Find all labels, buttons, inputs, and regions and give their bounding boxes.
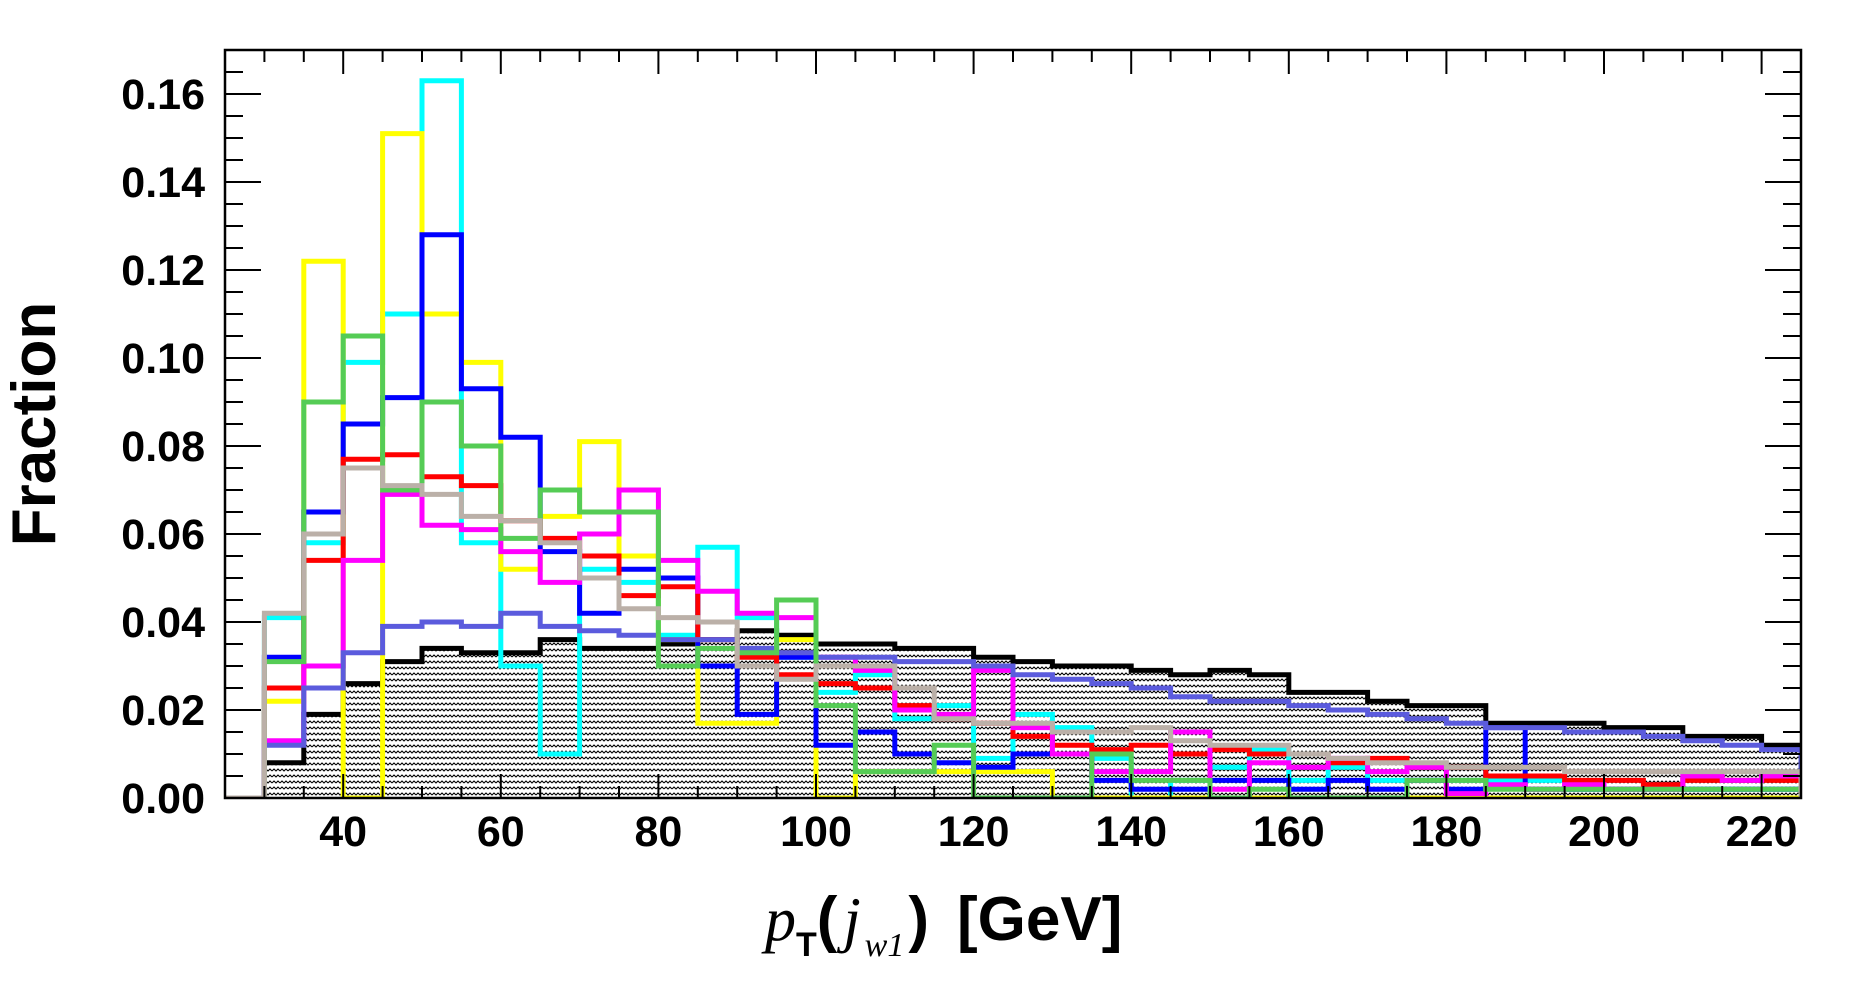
x-axis-label: pT(j w1) [GeV] <box>761 885 1122 964</box>
y-tick-label: 0.04 <box>121 599 205 647</box>
y-tick-label: 0.16 <box>121 71 205 119</box>
series-tan-line <box>225 465 1801 798</box>
x-tick-label: 140 <box>1095 808 1167 856</box>
series-green-line <box>225 333 1801 798</box>
y-tick-label: 0.10 <box>121 335 205 383</box>
x-tick-label: 60 <box>477 808 525 856</box>
x-label-p: p <box>761 886 796 954</box>
series-slateblue-line <box>225 610 1801 798</box>
y-tick-label: 0.00 <box>121 775 205 823</box>
x-tick-label: 160 <box>1253 808 1325 856</box>
y-tick-label: 0.12 <box>121 247 205 295</box>
x-label-close-paren: ) <box>908 885 929 954</box>
x-tick-label: 80 <box>634 808 682 856</box>
x-label-j: j <box>836 886 860 954</box>
y-tick-label: 0.08 <box>121 423 205 471</box>
series-background-line <box>225 628 1801 798</box>
x-label-unit: [GeV] <box>957 885 1122 954</box>
x-tick-label: 200 <box>1568 808 1640 856</box>
x-label-sub-t: T <box>796 926 817 964</box>
x-label-open-paren: ( <box>817 885 838 954</box>
x-label-sub-w1: w1 <box>865 927 905 964</box>
y-tick-label: 0.06 <box>121 511 205 559</box>
series-layer <box>225 78 1801 798</box>
y-tick-label: 0.14 <box>121 159 205 207</box>
x-tick-label: 120 <box>938 808 1010 856</box>
axes-layer: 40 60 80 100 120 140 160 180 200 220 0.00 0.02 0.04 0… <box>121 48 1803 856</box>
x-tick-label: 100 <box>780 808 852 856</box>
y-tick-label: 0.02 <box>121 687 205 735</box>
labels-layer: Fraction pT(j w1) [GeV] <box>0 302 1122 964</box>
x-tick-label: 220 <box>1726 808 1798 856</box>
x-tick-label: 180 <box>1411 808 1483 856</box>
x-tick-label: 40 <box>319 808 367 856</box>
y-axis-label: Fraction <box>0 302 69 547</box>
